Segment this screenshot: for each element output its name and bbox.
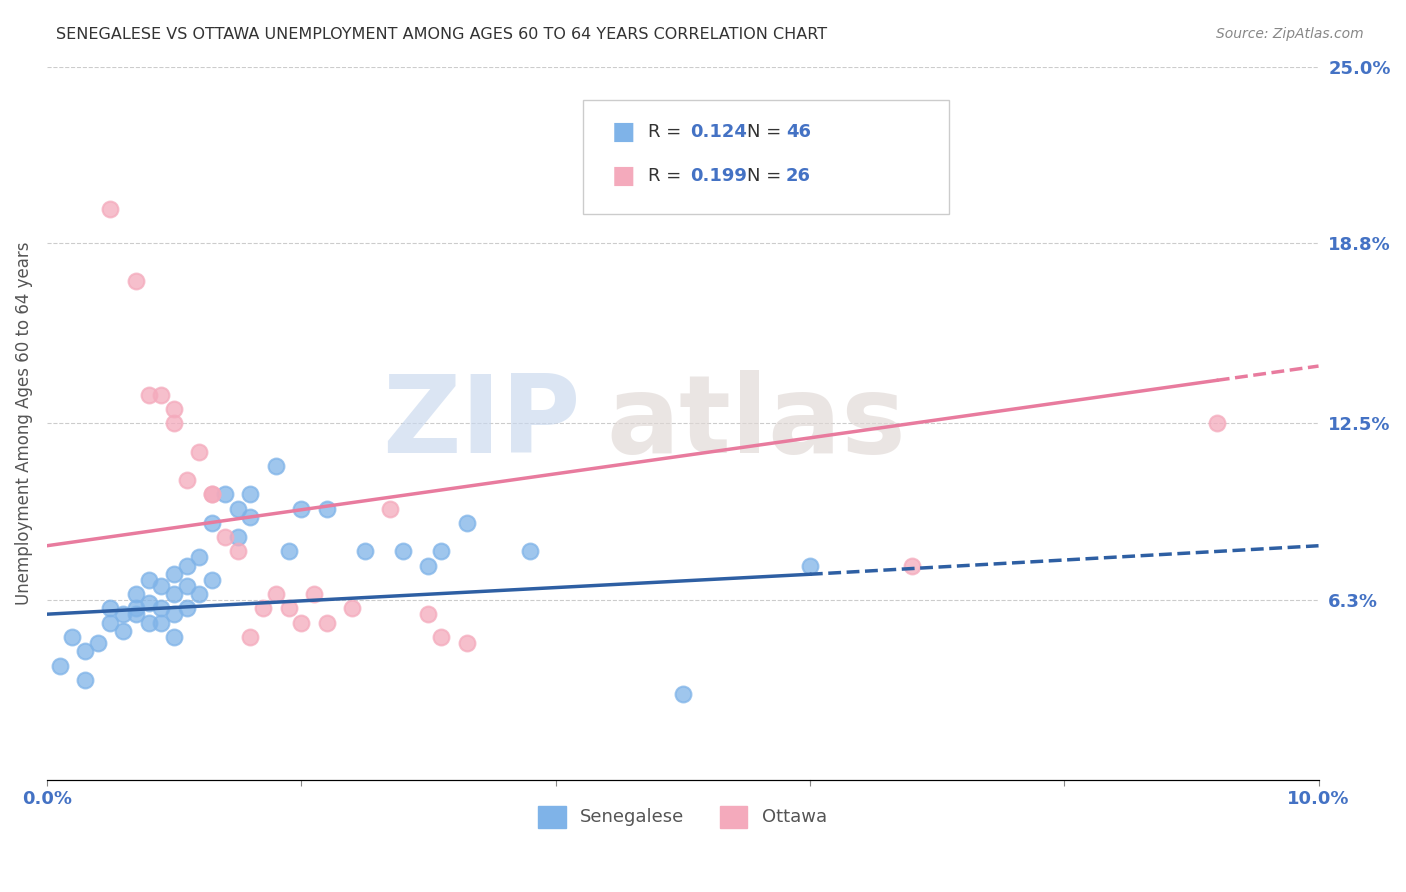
Point (188, 550, 211, 565)
Point (418, 558, 440, 573)
Point (112, 607, 135, 622)
Point (277, 544, 299, 558)
Point (176, 579, 198, 593)
Point (150, 387, 173, 401)
Point (125, 607, 148, 622)
Point (430, 630, 453, 644)
Text: N =: N = (747, 167, 786, 185)
Point (100, 202, 122, 217)
Point (380, 501, 402, 516)
Point (100, 601, 122, 615)
Point (239, 510, 262, 524)
Point (672, 687, 695, 701)
Point (264, 458, 287, 473)
Text: ZIP: ZIP (382, 370, 581, 476)
Point (100, 615, 122, 630)
Point (900, 558, 922, 573)
Point (456, 516, 478, 530)
Point (163, 607, 186, 622)
Point (226, 544, 249, 558)
Point (112, 624, 135, 639)
Point (799, 558, 821, 573)
Point (176, 473, 198, 487)
Text: R =: R = (648, 167, 688, 185)
Point (519, 544, 541, 558)
Point (138, 615, 160, 630)
Text: atlas: atlas (606, 370, 905, 476)
Text: ■: ■ (612, 164, 636, 187)
Point (138, 387, 160, 401)
Point (125, 273, 148, 287)
Text: N =: N = (747, 123, 786, 141)
Point (201, 487, 224, 501)
Text: 26: 26 (786, 167, 811, 185)
Point (201, 516, 224, 530)
Y-axis label: Unemployment Among Ages 60 to 64 years: Unemployment Among Ages 60 to 64 years (15, 242, 32, 605)
Text: SENEGALESE VS OTTAWA UNEMPLOYMENT AMONG AGES 60 TO 64 YEARS CORRELATION CHART: SENEGALESE VS OTTAWA UNEMPLOYMENT AMONG … (56, 27, 827, 42)
Point (201, 487, 224, 501)
Text: 46: 46 (786, 123, 811, 141)
Point (392, 544, 415, 558)
Text: Source: ZipAtlas.com: Source: ZipAtlas.com (1216, 27, 1364, 41)
Point (125, 601, 148, 615)
Text: 0.199: 0.199 (690, 167, 747, 185)
Point (264, 587, 287, 601)
Point (201, 573, 224, 587)
Point (163, 567, 186, 582)
Point (87, 636, 110, 650)
Point (214, 487, 236, 501)
Point (226, 530, 249, 544)
Point (150, 615, 173, 630)
Point (176, 558, 198, 573)
Point (73, 644, 96, 658)
Point (315, 501, 337, 516)
Point (252, 601, 274, 615)
Text: R =: R = (648, 123, 688, 141)
Point (188, 444, 211, 458)
Text: 0.124: 0.124 (690, 123, 747, 141)
Point (60, 630, 83, 644)
Point (188, 587, 211, 601)
Point (315, 615, 337, 630)
Point (239, 630, 262, 644)
Point (290, 615, 312, 630)
Point (1205, 416, 1227, 430)
Point (302, 587, 325, 601)
Point (430, 544, 453, 558)
Point (176, 601, 198, 615)
Text: ■: ■ (612, 120, 636, 144)
Point (138, 573, 160, 587)
Point (290, 501, 312, 516)
Point (163, 416, 186, 430)
Point (418, 607, 440, 622)
Point (214, 530, 236, 544)
Legend: Senegalese, Ottawa: Senegalese, Ottawa (531, 798, 834, 835)
Point (138, 596, 160, 610)
Point (226, 501, 249, 516)
Point (163, 630, 186, 644)
Point (73, 673, 96, 687)
Point (150, 579, 173, 593)
Point (163, 587, 186, 601)
Point (353, 544, 375, 558)
Point (150, 601, 173, 615)
Point (456, 636, 478, 650)
Point (239, 487, 262, 501)
Point (48, 658, 70, 673)
Point (277, 601, 299, 615)
Point (125, 587, 148, 601)
Point (163, 401, 186, 416)
Point (340, 601, 363, 615)
